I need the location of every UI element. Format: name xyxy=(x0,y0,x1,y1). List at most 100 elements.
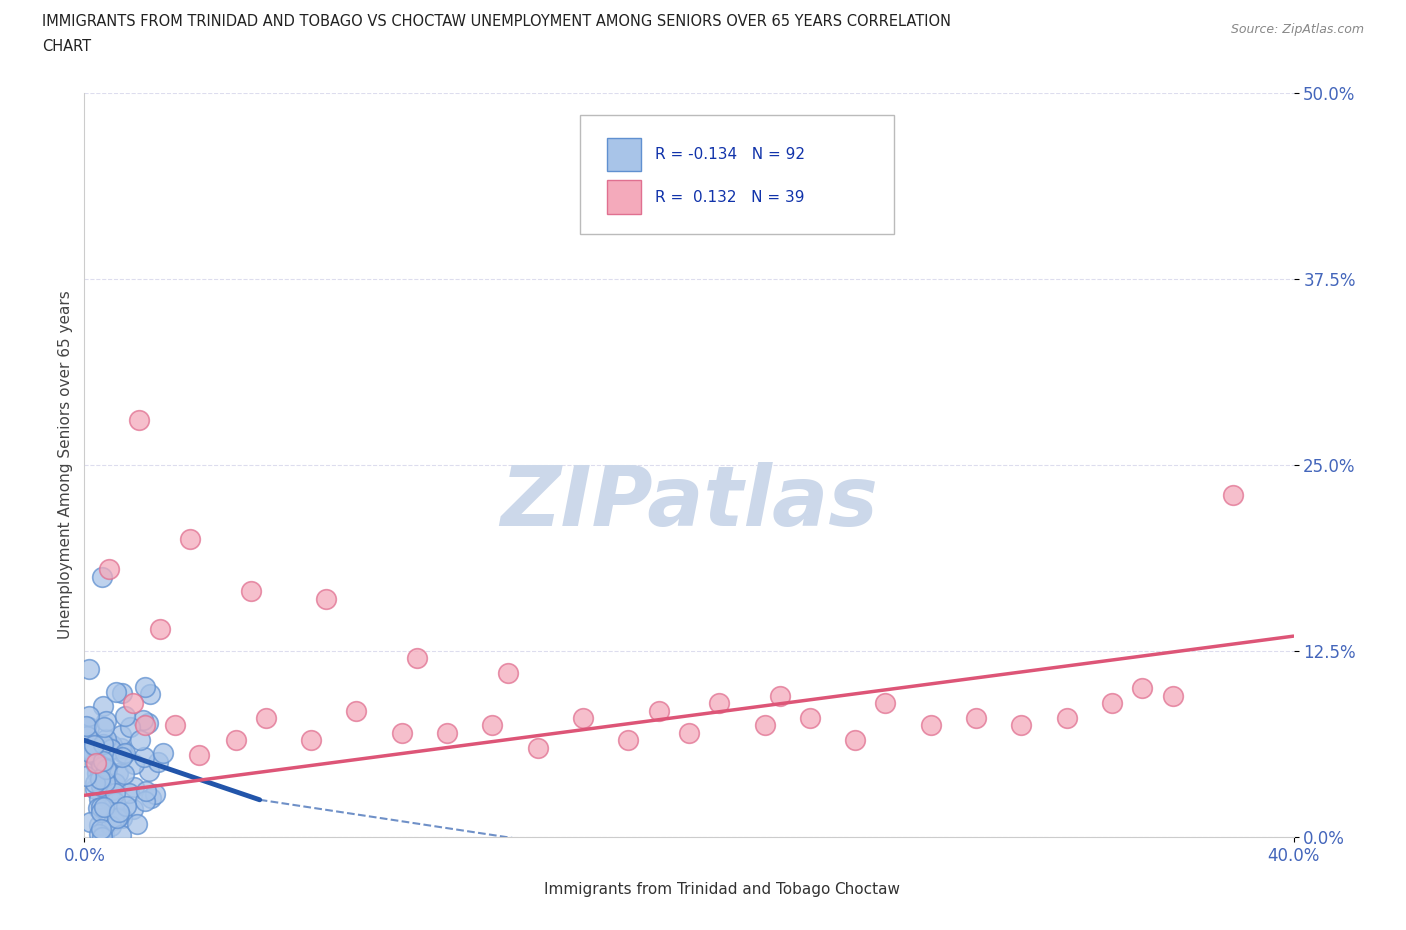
Point xyxy=(875,696,897,711)
Point xyxy=(97,777,120,792)
Point xyxy=(128,413,150,428)
Point xyxy=(617,733,640,748)
Point xyxy=(86,755,108,770)
Point xyxy=(90,800,112,815)
Point xyxy=(188,748,211,763)
Point xyxy=(1056,711,1078,725)
Point xyxy=(124,757,146,772)
Point xyxy=(93,799,115,814)
Point xyxy=(76,729,98,744)
Point xyxy=(96,762,118,777)
Point xyxy=(91,754,114,769)
Point xyxy=(648,703,671,718)
Point xyxy=(146,754,169,769)
FancyBboxPatch shape xyxy=(607,138,641,171)
Point xyxy=(225,733,247,748)
Point xyxy=(104,776,127,790)
Point xyxy=(122,780,145,795)
Point xyxy=(104,794,127,809)
Point xyxy=(111,750,134,764)
Point xyxy=(89,817,111,832)
Point xyxy=(406,651,429,666)
Point xyxy=(83,737,105,752)
Point xyxy=(96,732,118,747)
Point xyxy=(75,719,97,734)
Text: Immigrants from Trinidad and Tobago: Immigrants from Trinidad and Tobago xyxy=(544,882,830,897)
Point xyxy=(1011,718,1033,733)
Point xyxy=(239,584,262,599)
Point xyxy=(96,762,118,777)
Point xyxy=(709,696,731,711)
Point xyxy=(132,713,155,728)
Point xyxy=(84,782,107,797)
Point xyxy=(141,790,163,805)
Point xyxy=(84,755,107,770)
Point xyxy=(138,686,160,701)
Point xyxy=(93,822,115,837)
Point xyxy=(91,569,114,584)
Point xyxy=(122,801,145,816)
Point xyxy=(89,827,111,842)
Point xyxy=(77,744,100,759)
Point xyxy=(1161,688,1184,703)
Point xyxy=(799,711,821,725)
Point xyxy=(98,741,121,756)
Point xyxy=(135,784,157,799)
Point xyxy=(481,718,503,733)
Point xyxy=(346,703,368,718)
Point xyxy=(165,718,187,733)
Point xyxy=(91,699,114,714)
Point xyxy=(98,792,121,807)
Point xyxy=(86,766,108,781)
Point xyxy=(179,532,201,547)
Point xyxy=(87,791,110,806)
Point xyxy=(94,714,117,729)
Point xyxy=(90,822,112,837)
Point xyxy=(105,810,128,825)
Point xyxy=(94,775,117,790)
Point xyxy=(111,811,134,826)
Point xyxy=(315,591,337,606)
Point xyxy=(254,711,277,725)
Point xyxy=(769,688,792,703)
Point xyxy=(89,766,111,781)
Point xyxy=(112,766,135,781)
Point xyxy=(97,562,120,577)
Point xyxy=(965,711,987,725)
Point xyxy=(132,750,155,764)
FancyBboxPatch shape xyxy=(581,115,894,234)
Point xyxy=(678,725,700,740)
Point xyxy=(129,733,152,748)
Point xyxy=(79,662,101,677)
Point xyxy=(754,718,776,733)
Point xyxy=(90,759,112,774)
Y-axis label: Unemployment Among Seniors over 65 years: Unemployment Among Seniors over 65 years xyxy=(58,291,73,640)
FancyBboxPatch shape xyxy=(607,180,641,214)
Point xyxy=(100,783,122,798)
Point xyxy=(112,746,135,761)
Point xyxy=(103,813,125,828)
Point xyxy=(149,621,172,636)
Point xyxy=(87,801,110,816)
Point xyxy=(107,809,129,824)
Point xyxy=(82,747,104,762)
Text: CHART: CHART xyxy=(42,39,91,54)
Point xyxy=(134,680,156,695)
Point xyxy=(152,746,174,761)
Point xyxy=(299,733,322,748)
Point xyxy=(527,740,550,755)
Point xyxy=(93,737,115,751)
Text: Choctaw: Choctaw xyxy=(834,882,900,897)
Point xyxy=(844,733,866,748)
Text: Source: ZipAtlas.com: Source: ZipAtlas.com xyxy=(1230,23,1364,36)
Point xyxy=(100,741,122,756)
Point xyxy=(79,734,101,749)
Point xyxy=(77,709,100,724)
Point xyxy=(572,711,595,725)
Text: ZIPatlas: ZIPatlas xyxy=(501,461,877,543)
Point xyxy=(93,753,115,768)
Point xyxy=(82,745,104,760)
Point xyxy=(90,778,112,793)
Point xyxy=(436,725,458,740)
Point xyxy=(111,686,134,701)
